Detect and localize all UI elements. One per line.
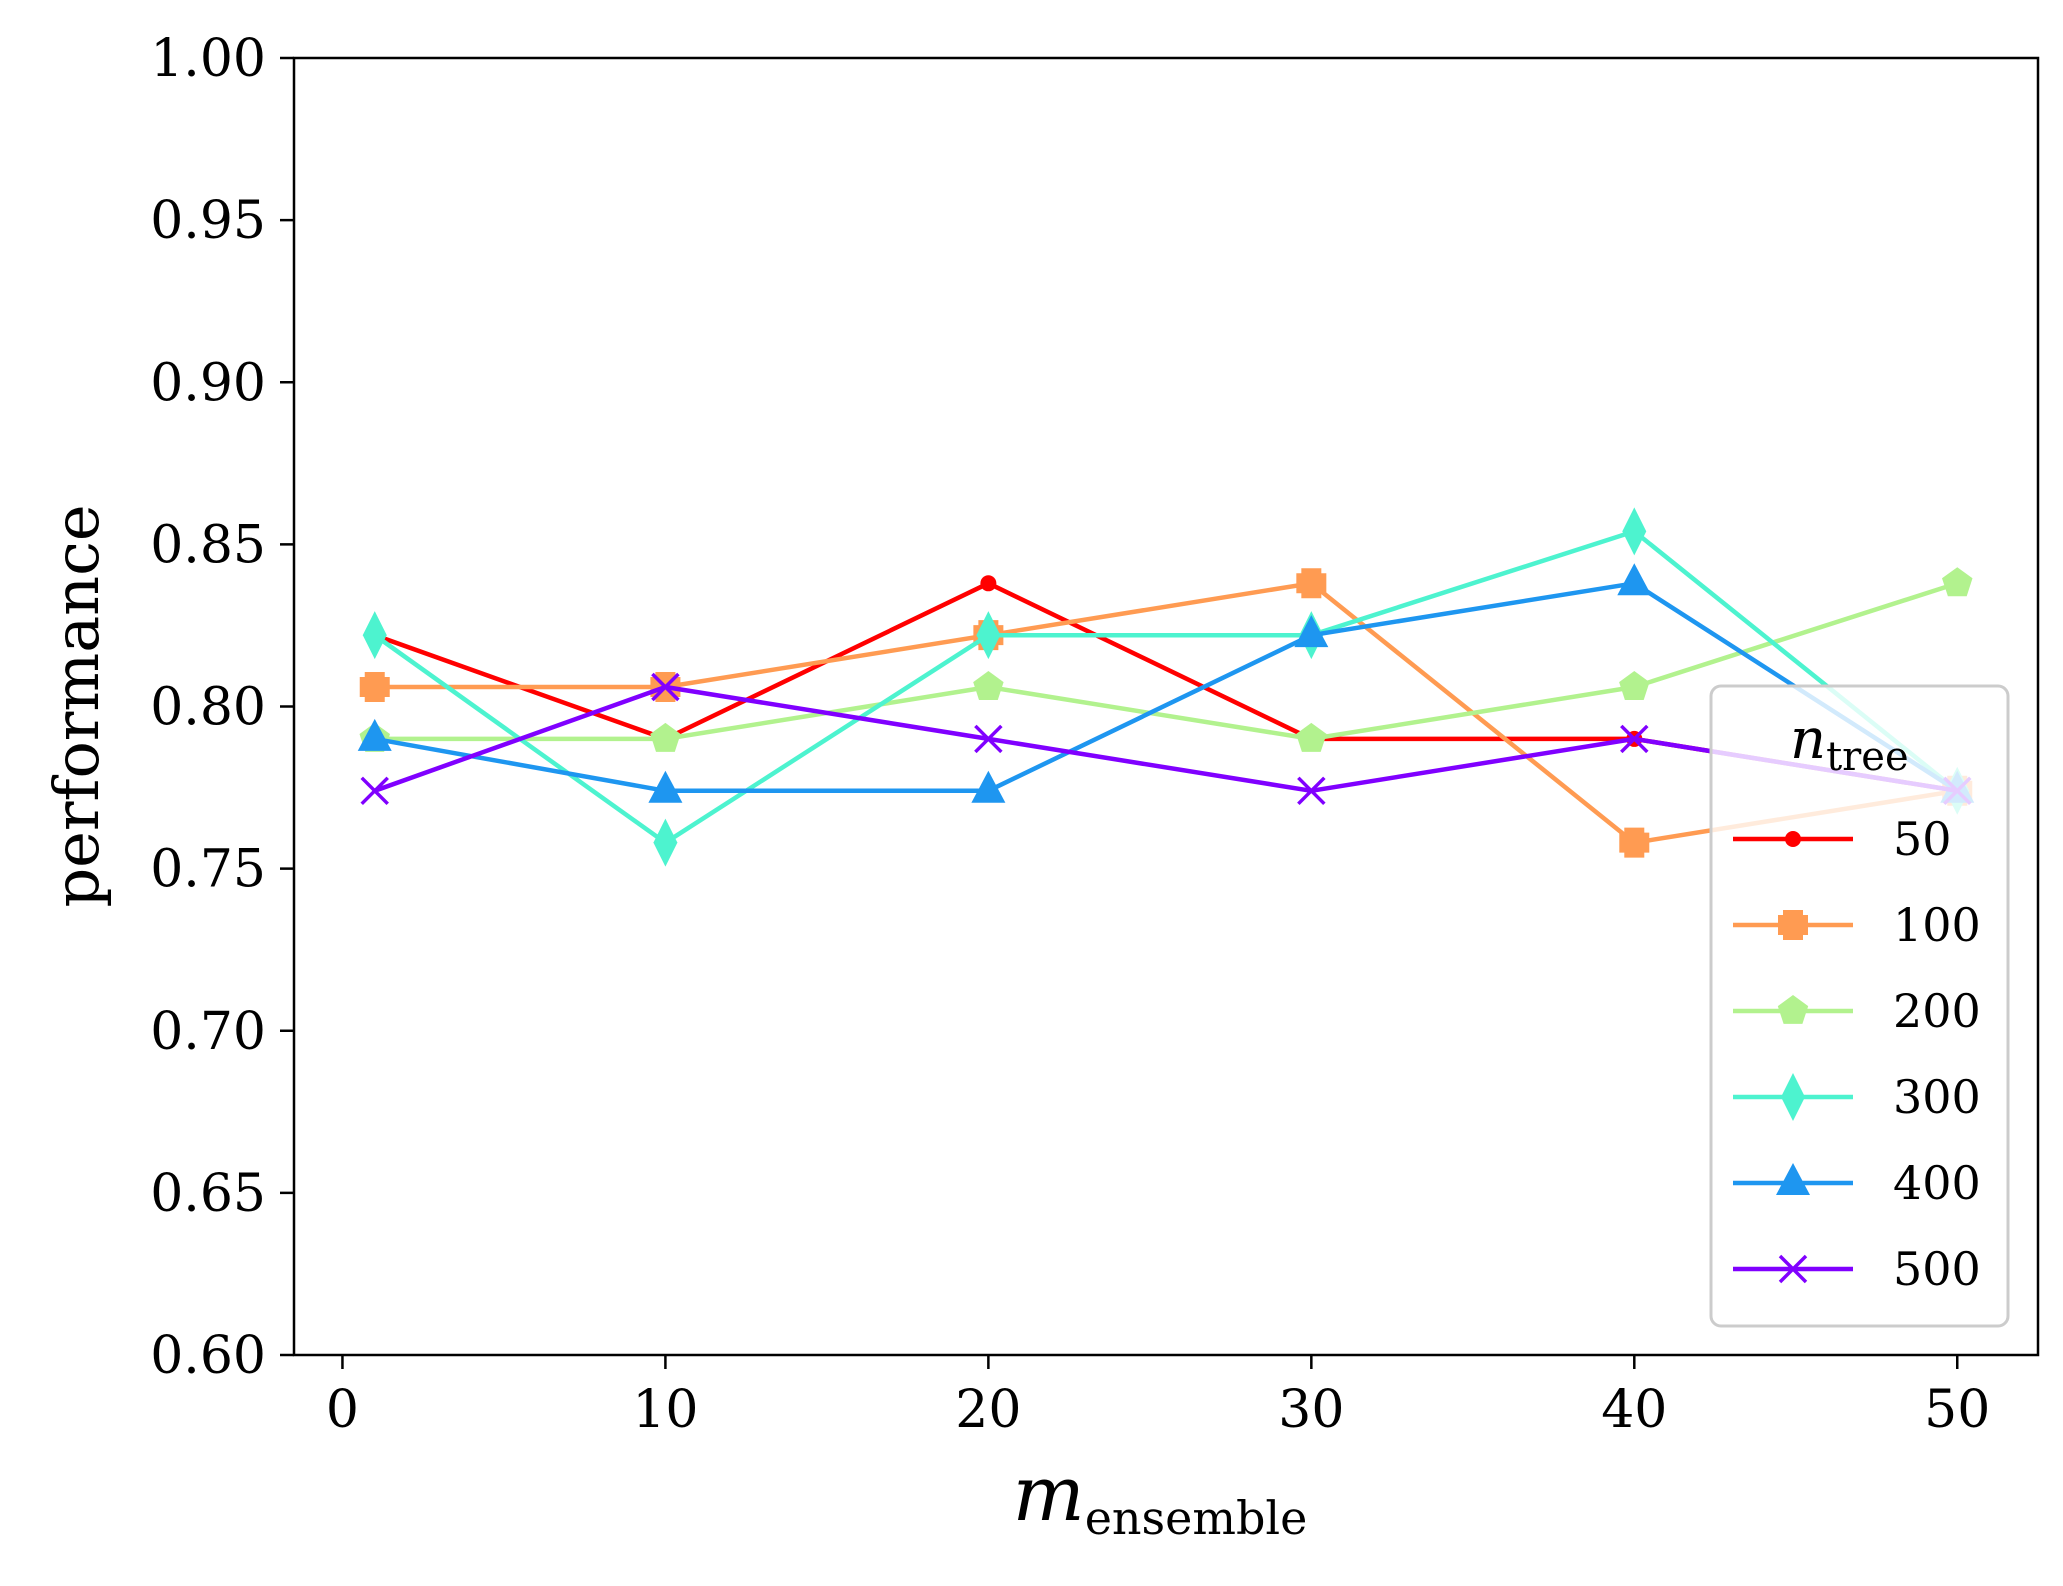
legend-marker: [1785, 831, 1801, 847]
data-point-200: [1942, 567, 1973, 597]
legend-label: 50: [1893, 812, 1952, 866]
legend-title-sub: tree: [1826, 734, 1909, 780]
x-axis-label: mensemble: [1013, 1449, 1308, 1545]
legend-item-200: 200: [1733, 984, 1981, 1038]
y-tick-label: 0.80: [150, 678, 266, 738]
legend-item-400: 400: [1733, 1156, 1981, 1210]
y-tick-label: 0.75: [150, 840, 266, 900]
data-point-50: [980, 575, 997, 592]
x-axis-label-sub: ensemble: [1085, 1491, 1308, 1545]
x-tick-label: 0: [326, 1380, 359, 1440]
x-tick-label: 10: [632, 1380, 698, 1440]
y-tick-label: 0.95: [150, 191, 266, 251]
x-tick-label: 20: [955, 1380, 1021, 1440]
series-line-100: [372, 581, 1960, 845]
y-tick-label: 0.60: [150, 1326, 266, 1386]
y-tick-label: 0.65: [150, 1164, 266, 1224]
x-tick-label: 50: [1924, 1380, 1990, 1440]
series-500: [360, 672, 1972, 806]
x-tick-label: 30: [1278, 1380, 1344, 1440]
data-point-400: [648, 770, 683, 803]
legend-items: 50 100 200 300 400 500: [1733, 812, 1981, 1296]
data-point-300: [362, 611, 387, 660]
data-point-300: [1622, 507, 1647, 556]
legend-label: 400: [1893, 1156, 1981, 1210]
data-point-500: [1620, 724, 1649, 754]
x-tick-label: 40: [1601, 1380, 1667, 1440]
legend-item-300: 300: [1733, 1070, 1981, 1124]
data-point-300: [976, 611, 1001, 660]
legend-marker: [1778, 1254, 1808, 1284]
data-point-500: [651, 672, 680, 702]
y-tick-label: 0.85: [150, 515, 266, 575]
x-axis-label-main: m: [1013, 1449, 1085, 1538]
data-point-300: [653, 818, 678, 867]
data-point-400: [1617, 563, 1652, 596]
legend-marker: [1781, 1073, 1805, 1121]
series-line-500: [371, 684, 1960, 794]
series-line-400: [372, 581, 1961, 794]
data-point-100: [359, 672, 390, 703]
data-point-400: [971, 770, 1006, 803]
data-point-500: [1297, 776, 1326, 806]
legend-label: 500: [1893, 1242, 1981, 1296]
data-point-500: [360, 776, 389, 806]
legend-item-500: 500: [1733, 1242, 1981, 1296]
legend-label: 200: [1893, 984, 1981, 1038]
legend: ntree 50 100 200 300 400 500: [1709, 684, 2010, 1328]
x-axis: 0 10 20 30 40 50: [326, 1355, 1990, 1440]
y-axis: 0.60 0.65 0.70 0.75 0.80 0.85 0.90 0.95 1.00: [150, 29, 294, 1386]
data-point-200: [650, 722, 681, 752]
data-point-200: [1296, 722, 1327, 752]
y-tick-label: 0.90: [150, 353, 266, 413]
y-axis-label: performance: [40, 504, 113, 907]
data-point-200: [973, 671, 1004, 700]
data-point-400: [1294, 615, 1329, 648]
data-point-100: [1296, 568, 1327, 599]
series-line-300: [371, 529, 1961, 845]
legend-marker: [1778, 910, 1808, 940]
plot-frame: [292, 56, 2040, 1357]
legend-label: 300: [1893, 1070, 1981, 1124]
data-point-500: [974, 724, 1003, 754]
legend-title-main: n: [1790, 707, 1826, 772]
legend-box: [1709, 684, 2010, 1328]
data-point-200: [1619, 671, 1650, 700]
legend-title: ntree: [1790, 707, 1909, 780]
y-tick-label: 1.00: [150, 29, 266, 89]
series-400: [357, 563, 1975, 803]
legend-label: 100: [1893, 898, 1981, 952]
data-point-100: [1619, 827, 1650, 858]
legend-item-100: 100: [1733, 898, 1981, 952]
legend-marker: [1776, 1163, 1810, 1195]
data-point-400: [357, 718, 392, 751]
legend-item-50: 50: [1733, 812, 1952, 866]
y-tick-label: 0.70: [150, 1002, 266, 1062]
series-layer: [357, 507, 1975, 867]
legend-marker: [1777, 995, 1809, 1024]
